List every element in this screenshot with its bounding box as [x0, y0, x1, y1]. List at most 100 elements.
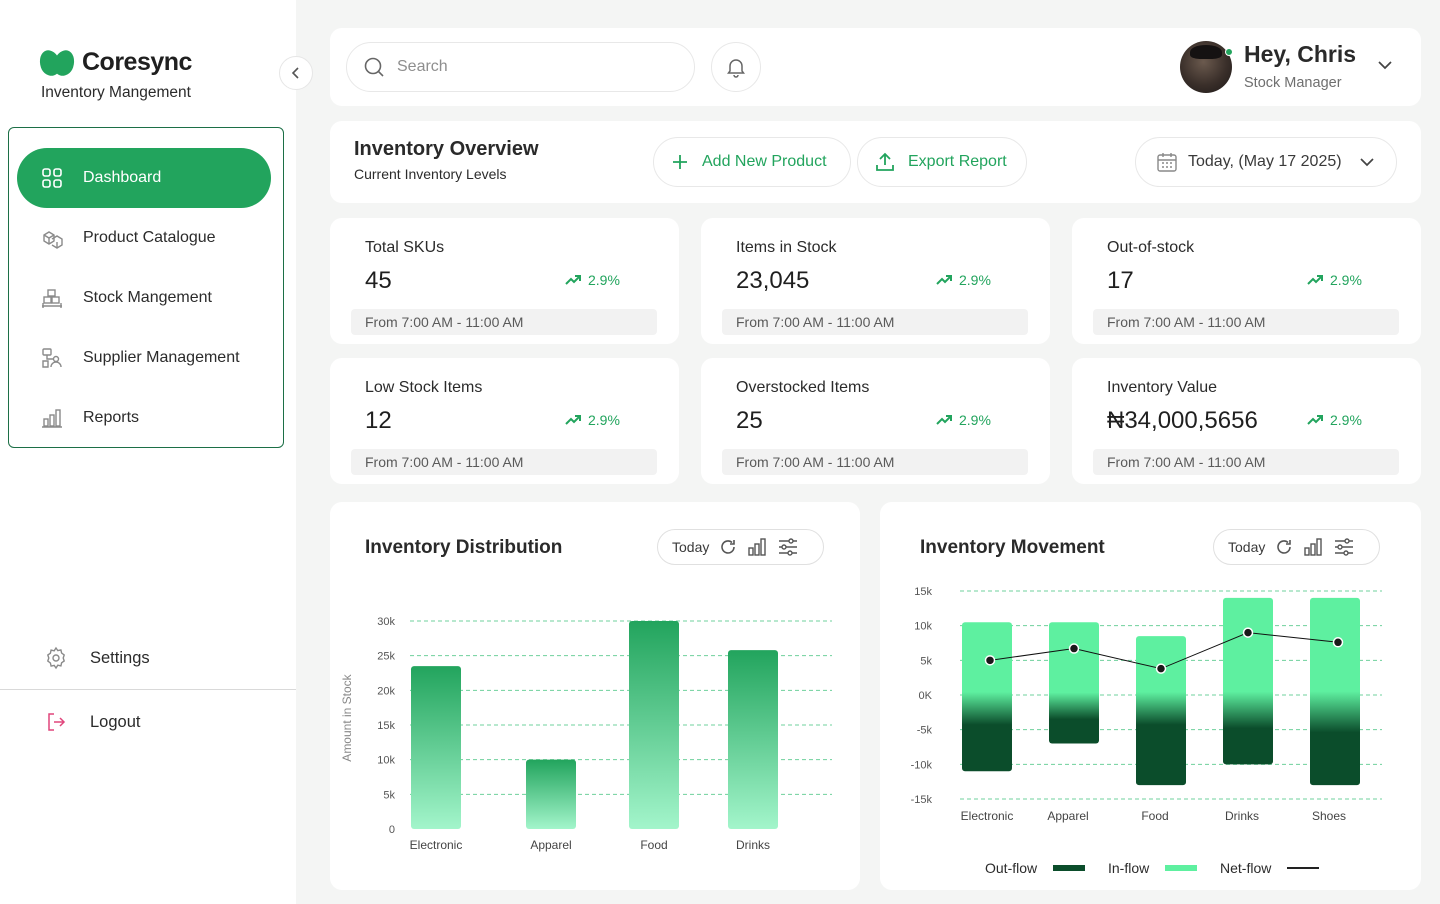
- kpi-card-low-stock: Low Stock Items 12 2.9% From 7:00 AM - 1…: [330, 358, 679, 484]
- period-selector[interactable]: Today: [1228, 539, 1266, 555]
- grid-icon: [42, 168, 62, 188]
- warehouse-icon: [42, 289, 62, 308]
- kpi-trend-value: 2.9%: [959, 272, 991, 288]
- trend-up-icon: [565, 275, 581, 285]
- kpi-time-range: From 7:00 AM - 11:00 AM: [351, 449, 657, 475]
- avatar[interactable]: [1180, 41, 1232, 93]
- x-tick-label: Shoes: [1312, 809, 1346, 823]
- kpi-trend: 2.9%: [1307, 412, 1362, 428]
- kpi-time-range: From 7:00 AM - 11:00 AM: [1093, 309, 1399, 335]
- settings-button[interactable]: Settings: [44, 646, 150, 670]
- trend-up-icon: [1307, 415, 1323, 425]
- export-report-button[interactable]: Export Report: [857, 137, 1027, 187]
- y-tick-label: -10k: [911, 759, 933, 771]
- brand: Coresync: [36, 47, 192, 78]
- kpi-label: Overstocked Items: [736, 379, 870, 396]
- period-selector[interactable]: Today: [672, 539, 710, 555]
- kpi-label: Inventory Value: [1107, 379, 1217, 396]
- filter-sliders-icon[interactable]: [1333, 537, 1355, 557]
- search-icon: [364, 57, 384, 77]
- kpi-value: 25: [736, 407, 763, 434]
- add-new-product-button[interactable]: Add New Product: [653, 137, 851, 187]
- net-flow-point: [984, 655, 996, 666]
- legend-inflow: In-flow: [1108, 860, 1198, 876]
- settings-label: Settings: [90, 648, 150, 667]
- search-box[interactable]: [346, 42, 695, 92]
- bar-chart-icon[interactable]: [1303, 537, 1323, 557]
- notifications-button[interactable]: [711, 42, 761, 92]
- y-tick-label: 0: [389, 824, 395, 836]
- kpi-card-items-in-stock: Items in Stock 23,045 2.9% From 7:00 AM …: [701, 218, 1050, 344]
- sidebar-item-label: Reports: [83, 409, 140, 426]
- chevron-left-icon: [291, 67, 299, 79]
- bar-chart-icon: [42, 409, 62, 428]
- y-tick-label: -5k: [917, 725, 933, 737]
- chart-title: Inventory Movement: [920, 537, 1105, 558]
- collapse-sidebar-button[interactable]: [279, 56, 313, 90]
- y-axis-label: Amount in Stock: [340, 673, 354, 761]
- sidebar-item-dashboard[interactable]: Dashboard: [17, 148, 271, 208]
- legend-swatch-inflow: [1165, 865, 1198, 871]
- inventory-distribution-chart: 0 5k 10k 15k 20k 25k 30k Amount in Stock Electro…: [340, 616, 832, 852]
- top-bar: Hey, Chris Stock Manager: [330, 28, 1421, 106]
- y-tick-label: -15k: [911, 794, 933, 806]
- sidebar-item-stock-management[interactable]: Stock Mangement: [17, 268, 271, 328]
- supplier-icon: [42, 348, 62, 368]
- sidebar-item-product-catalogue[interactable]: Product Catalogue: [17, 208, 271, 268]
- page-title: Inventory Overview: [354, 138, 539, 160]
- kpi-value: ₦34,000,5656: [1107, 407, 1258, 434]
- divider: [0, 689, 296, 690]
- page-subtitle: Current Inventory Levels: [354, 166, 507, 182]
- inventory-overview-header: Inventory Overview Current Inventory Lev…: [330, 121, 1421, 203]
- legend-label: Out-flow: [985, 860, 1038, 876]
- kpi-card-inventory-value: Inventory Value ₦34,000,5656 2.9% From 7…: [1072, 358, 1421, 484]
- kpi-trend-value: 2.9%: [1330, 412, 1362, 428]
- kpi-trend: 2.9%: [565, 412, 620, 428]
- y-tick-label: 25k: [377, 651, 395, 663]
- y-tick-label: 5k: [920, 655, 932, 667]
- date-label: Today, (May 17 2025): [1188, 153, 1342, 170]
- kpi-label: Items in Stock: [736, 239, 837, 256]
- date-picker[interactable]: Today, (May 17 2025): [1135, 137, 1397, 187]
- bar-shoes: [1310, 597, 1360, 786]
- search-input[interactable]: [397, 58, 647, 76]
- x-tick-label: Drinks: [736, 838, 770, 852]
- trend-up-icon: [936, 415, 952, 425]
- bar-electronic: [962, 622, 1012, 772]
- calendar-icon: [1157, 153, 1177, 172]
- coresync-logo-icon: [36, 47, 78, 78]
- net-flow-point: [1155, 663, 1167, 674]
- refresh-icon[interactable]: [1275, 538, 1293, 556]
- online-status-dot: [1225, 48, 1233, 56]
- chevron-down-icon: [1359, 158, 1374, 167]
- refresh-icon[interactable]: [719, 538, 737, 556]
- y-tick-label: 15k: [377, 720, 395, 732]
- y-tick-label: 30k: [377, 616, 395, 628]
- main-nav: Dashboard Product Catalogue Stock Mangem…: [8, 127, 284, 448]
- user-greeting: Hey, Chris: [1244, 41, 1357, 67]
- legend-label: Net-flow: [1220, 860, 1272, 876]
- brand-subtitle: Inventory Mangement: [41, 84, 191, 101]
- kpi-time-range: From 7:00 AM - 11:00 AM: [722, 309, 1028, 335]
- kpi-time-range: From 7:00 AM - 11:00 AM: [1093, 449, 1399, 475]
- x-tick-label: Electronic: [961, 809, 1014, 823]
- x-tick-label: Drinks: [1225, 809, 1259, 823]
- sidebar-item-label: Dashboard: [83, 169, 162, 186]
- chart-title: Inventory Distribution: [365, 537, 563, 558]
- sidebar-item-supplier-management[interactable]: Supplier Management: [17, 328, 271, 388]
- y-tick-label: 0K: [919, 690, 933, 702]
- net-flow-point: [1332, 637, 1344, 648]
- export-report-label: Export Report: [908, 153, 1007, 170]
- net-flow-point: [1068, 643, 1080, 654]
- logout-button[interactable]: Logout: [44, 710, 140, 734]
- bar-electronic: [411, 666, 461, 829]
- bar-chart-icon[interactable]: [747, 537, 767, 557]
- kpi-card-out-of-stock: Out-of-stock 17 2.9% From 7:00 AM - 11:0…: [1072, 218, 1421, 344]
- filter-sliders-icon[interactable]: [777, 537, 799, 557]
- sidebar-item-label: Product Catalogue: [83, 229, 216, 246]
- kpi-trend: 2.9%: [1307, 272, 1362, 288]
- sidebar-item-reports[interactable]: Reports: [17, 388, 271, 448]
- chevron-down-icon[interactable]: [1376, 56, 1394, 74]
- bell-icon: [727, 59, 745, 78]
- bar-drinks: [728, 650, 778, 829]
